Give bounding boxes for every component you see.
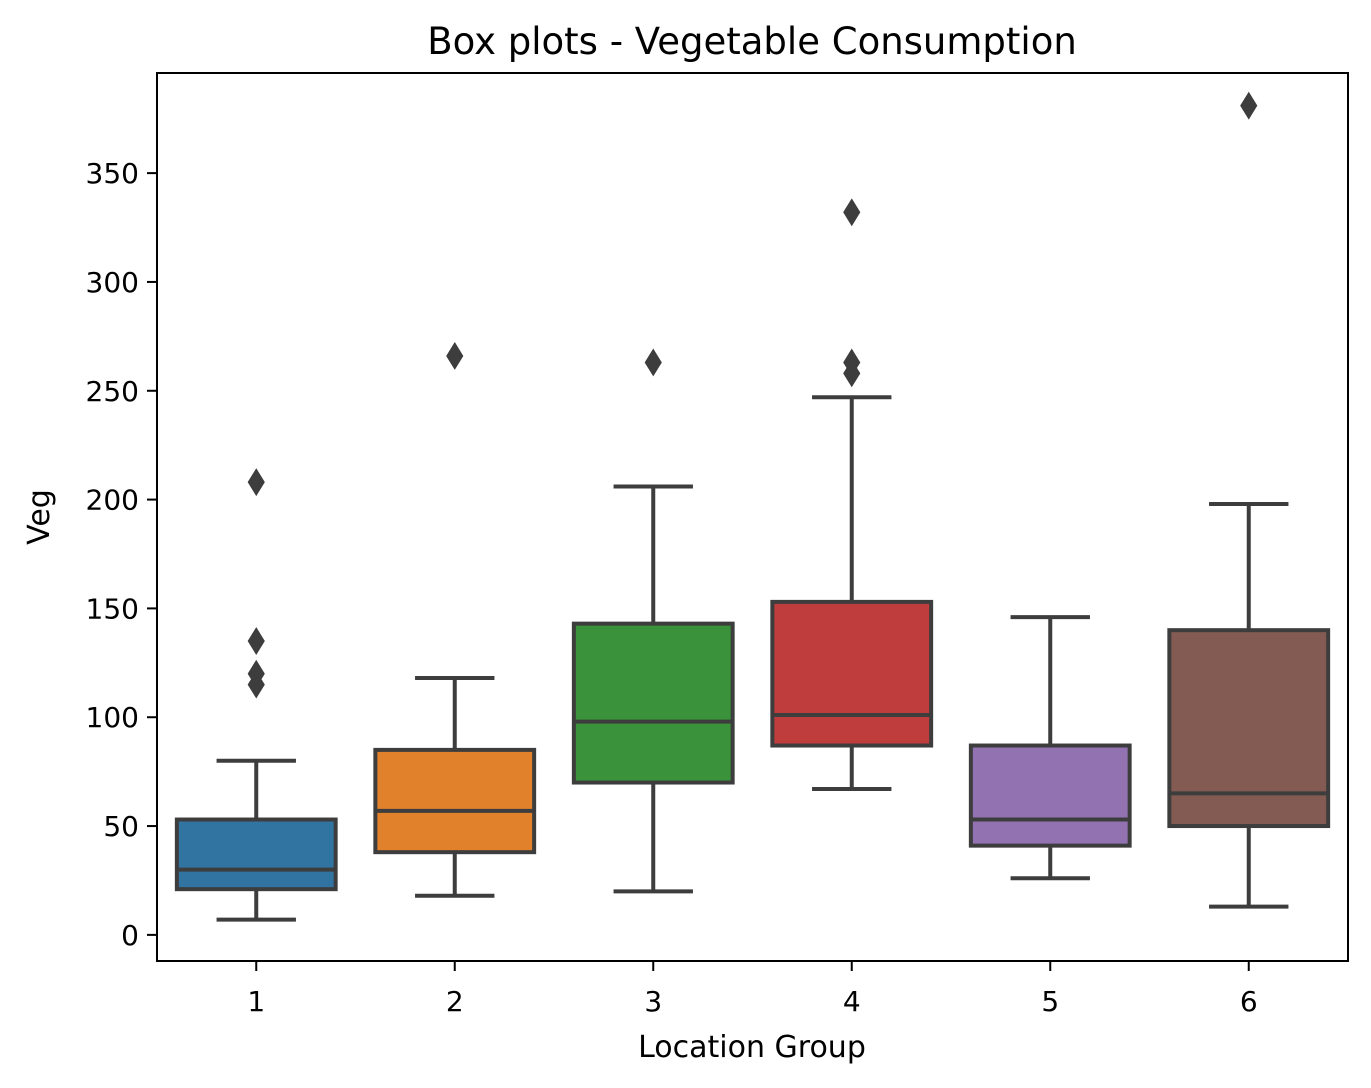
x-axis: 1 2 3 4 5 6 [247, 961, 1258, 1018]
y-tick-label: 100 [86, 701, 139, 734]
box-iqr [1167, 628, 1331, 829]
outlier-point [644, 348, 662, 377]
y-tick-label: 200 [86, 484, 139, 517]
outlier-point [247, 468, 265, 497]
x-tick-label: 3 [644, 985, 662, 1018]
box-group-3 [571, 348, 735, 894]
plot-frame [156, 72, 1349, 962]
y-tick-label: 300 [86, 266, 139, 299]
x-tick-label: 5 [1041, 985, 1059, 1018]
box-group-2 [373, 341, 537, 898]
outlier-point [843, 348, 861, 377]
box-iqr [571, 621, 735, 785]
x-tick-label: 4 [843, 985, 861, 1018]
box-iqr [968, 743, 1132, 848]
box-group-6 [1167, 91, 1331, 909]
box-group-4 [770, 198, 934, 792]
y-tick-label: 250 [86, 375, 139, 408]
y-tick-label: 150 [86, 592, 139, 625]
box-group-5 [968, 615, 1132, 881]
box-group-1 [174, 468, 338, 922]
plot-area [174, 91, 1331, 922]
outlier-point [247, 627, 265, 656]
box-iqr [174, 817, 338, 892]
y-tick-label: 0 [121, 919, 139, 952]
outlier-point [843, 198, 861, 227]
outlier-point [446, 341, 464, 370]
outlier-point [1240, 91, 1258, 120]
x-tick-label: 2 [446, 985, 464, 1018]
outlier-point [247, 659, 265, 688]
chart-title: Box plots - Vegetable Consumption [427, 20, 1077, 63]
x-tick-label: 6 [1240, 985, 1258, 1018]
x-tick-label: 1 [247, 985, 265, 1018]
x-axis-label: Location Group [638, 1030, 866, 1065]
y-tick-label: 50 [103, 810, 139, 843]
y-axis-label: Veg [22, 489, 57, 545]
y-axis: 0 50 100 150 200 250 300 350 [86, 157, 157, 952]
box-iqr [770, 599, 934, 748]
y-tick-label: 350 [86, 157, 139, 190]
box-iqr [373, 747, 537, 855]
